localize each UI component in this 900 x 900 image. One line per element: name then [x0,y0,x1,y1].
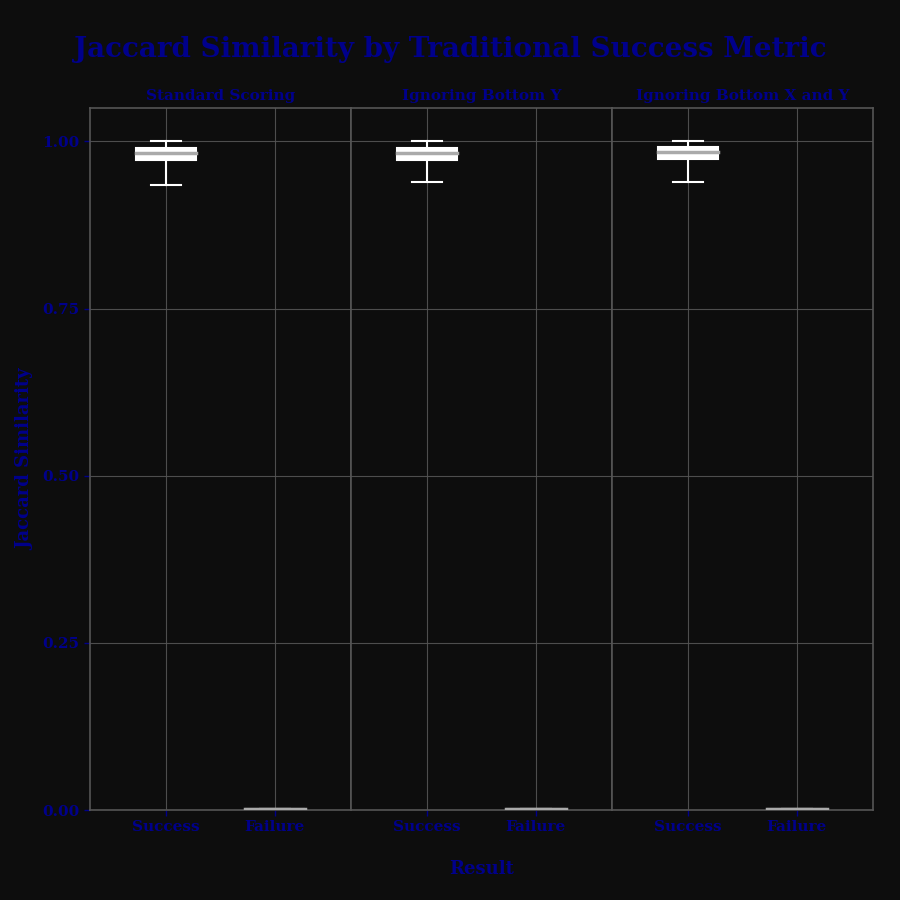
Title: Standard Scoring: Standard Scoring [146,89,295,103]
Text: Result: Result [449,860,514,878]
Y-axis label: Jaccard Similarity: Jaccard Similarity [16,368,34,550]
Text: Jaccard Similarity by Traditional Success Metric: Jaccard Similarity by Traditional Succes… [74,36,826,63]
Bar [397,148,457,160]
Bar [136,148,196,160]
Title: Ignoring Bottom X and Y: Ignoring Bottom X and Y [635,89,850,103]
Title: Ignoring Bottom Y: Ignoring Bottom Y [401,89,562,103]
Bar [658,147,718,159]
